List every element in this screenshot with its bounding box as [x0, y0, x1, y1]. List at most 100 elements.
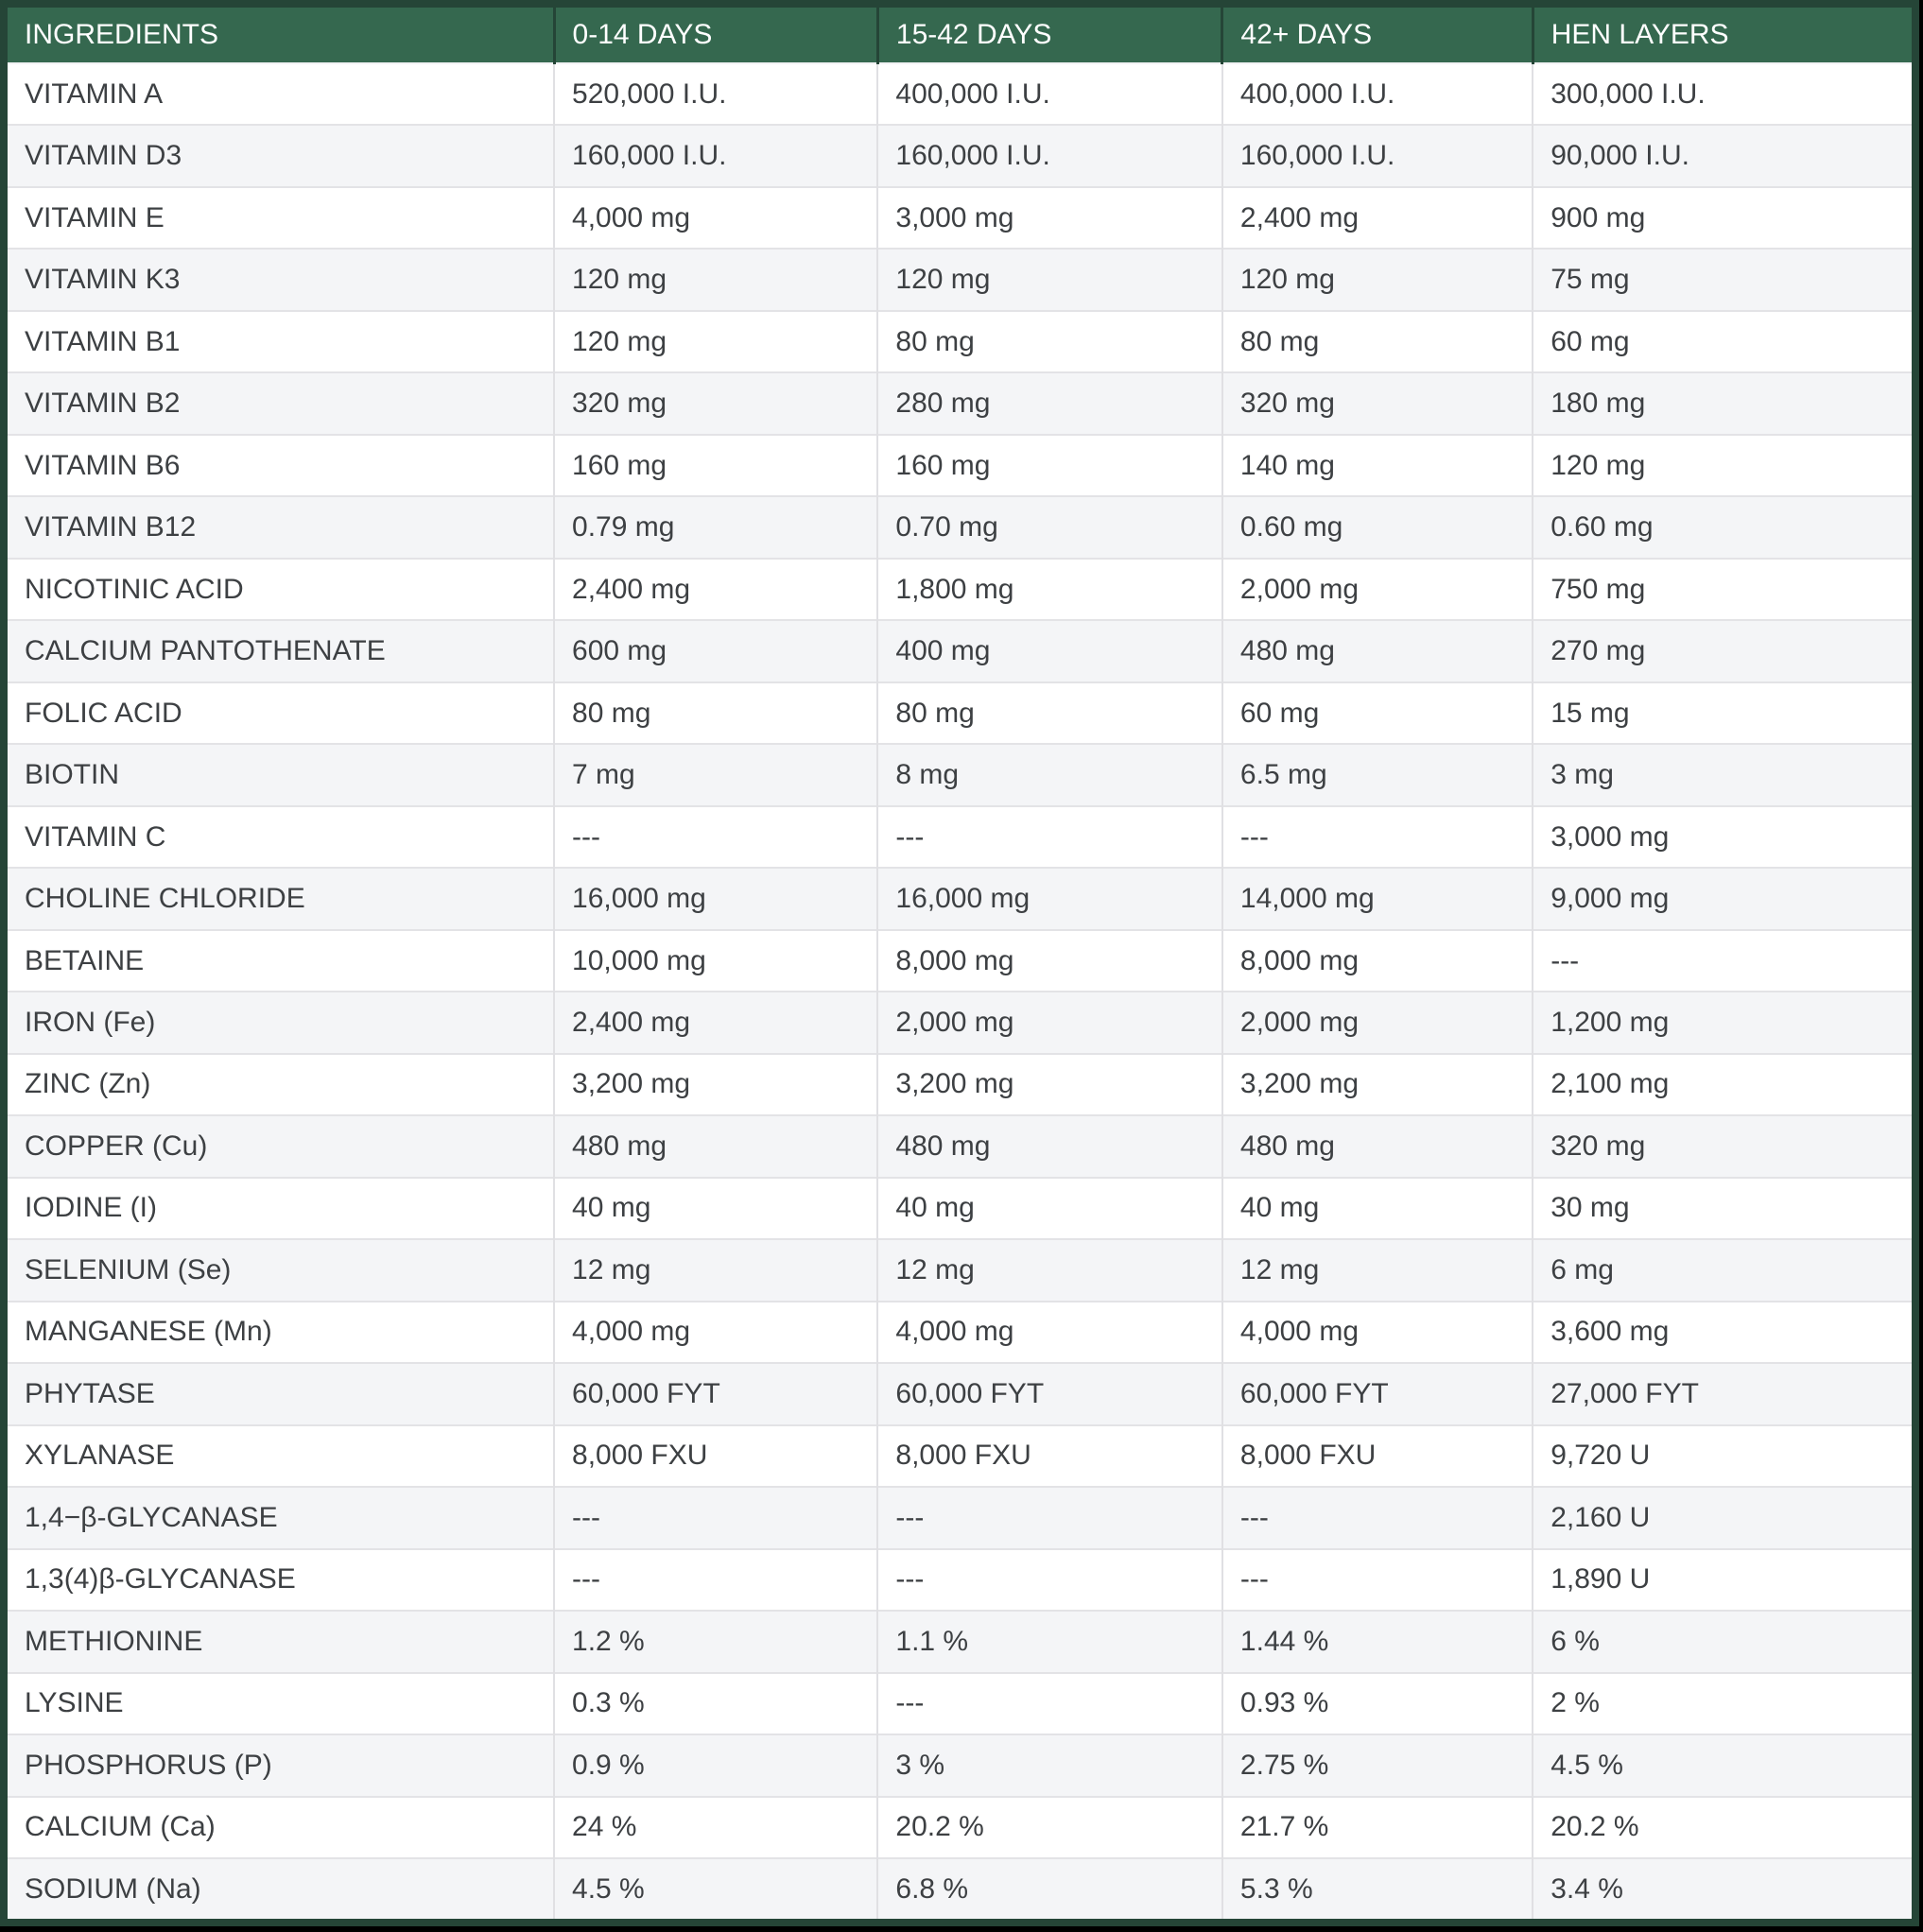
table-row: VITAMIN D3 160,000 I.U. 160,000 I.U. 160…: [8, 124, 1912, 187]
value-cell: 2,400 mg: [553, 557, 878, 621]
value-cell: 1,200 mg: [1532, 991, 1912, 1054]
value-cell: 75 mg: [1532, 248, 1912, 311]
table-row: METHIONINE 1.2 % 1.1 % 1.44 % 6 %: [8, 1610, 1912, 1673]
ingredient-cell: VITAMIN B1: [8, 309, 555, 373]
table-row: FOLIC ACID 80 mg 80 mg 60 mg 15 mg: [8, 681, 1912, 745]
value-cell: 8,000 mg: [1221, 928, 1533, 992]
ingredients-spec-table: INGREDIENTS 0-14 DAYS 15-42 DAYS 42+ DAY…: [8, 8, 1912, 1919]
value-cell: 480 mg: [1221, 1114, 1533, 1178]
value-cell: 5.3 %: [1221, 1857, 1533, 1919]
value-cell: 2 %: [1532, 1671, 1912, 1735]
table-row: LYSINE 0.3 % --- 0.93 % 2 %: [8, 1671, 1912, 1735]
table-row: CALCIUM (Ca) 24 % 20.2 % 21.7 % 20.2 %: [8, 1795, 1912, 1859]
value-cell: 60,000 FYT: [1221, 1362, 1533, 1425]
value-cell: 120 mg: [1532, 433, 1912, 497]
column-header-0-14-days: 0-14 DAYS: [552, 8, 878, 63]
ingredient-cell: COPPER (Cu): [8, 1114, 555, 1178]
value-cell: 40 mg: [1221, 1176, 1533, 1240]
value-cell: 320 mg: [553, 371, 878, 435]
value-cell: 1,890 U: [1532, 1547, 1912, 1612]
value-cell: ---: [1221, 1486, 1533, 1549]
value-cell: 80 mg: [876, 681, 1222, 745]
value-cell: ---: [553, 1486, 878, 1549]
value-cell: 1.2 %: [553, 1610, 878, 1673]
value-cell: ---: [876, 804, 1222, 869]
value-cell: 80 mg: [553, 681, 878, 745]
value-cell: 4,000 mg: [553, 1300, 878, 1364]
column-header-hen-layers: HEN LAYERS: [1531, 8, 1912, 63]
value-cell: 4,000 mg: [876, 1300, 1222, 1364]
value-cell: 9,720 U: [1532, 1423, 1912, 1488]
value-cell: 80 mg: [876, 309, 1222, 373]
value-cell: 320 mg: [1221, 371, 1533, 435]
value-cell: 3,000 mg: [1532, 804, 1912, 869]
value-cell: 280 mg: [876, 371, 1222, 435]
ingredient-cell: BIOTIN: [8, 743, 555, 806]
value-cell: 480 mg: [553, 1114, 878, 1178]
ingredient-cell: FOLIC ACID: [8, 681, 555, 745]
value-cell: 160,000 I.U.: [553, 124, 878, 187]
ingredient-cell: VITAMIN K3: [8, 248, 555, 311]
value-cell: 160,000 I.U.: [1221, 124, 1533, 187]
table-row: VITAMIN E 4,000 mg 3,000 mg 2,400 mg 900…: [8, 185, 1912, 250]
ingredient-cell: CHOLINE CHLORIDE: [8, 867, 555, 930]
value-cell: 0.93 %: [1221, 1671, 1533, 1735]
value-cell: 320 mg: [1532, 1114, 1912, 1178]
value-cell: 160 mg: [553, 433, 878, 497]
value-cell: 300,000 I.U.: [1532, 61, 1912, 126]
ingredient-cell: VITAMIN B6: [8, 433, 555, 497]
ingredient-cell: METHIONINE: [8, 1610, 555, 1673]
ingredient-cell: NICOTINIC ACID: [8, 557, 555, 621]
value-cell: 40 mg: [553, 1176, 878, 1240]
value-cell: 2,000 mg: [1221, 991, 1533, 1054]
value-cell: 120 mg: [553, 248, 878, 311]
value-cell: 21.7 %: [1221, 1795, 1533, 1859]
value-cell: 80 mg: [1221, 309, 1533, 373]
value-cell: 160 mg: [876, 433, 1222, 497]
value-cell: 140 mg: [1221, 433, 1533, 497]
value-cell: 0.79 mg: [553, 495, 878, 559]
value-cell: 6 %: [1532, 1610, 1912, 1673]
value-cell: ---: [553, 1547, 878, 1612]
table-row: 1,4−β-GLYCANASE --- --- --- 2,160 U: [8, 1486, 1912, 1549]
ingredient-cell: SODIUM (Na): [8, 1857, 555, 1919]
table-row: SELENIUM (Se) 12 mg 12 mg 12 mg 6 mg: [8, 1238, 1912, 1302]
header-row: INGREDIENTS 0-14 DAYS 15-42 DAYS 42+ DAY…: [8, 8, 1912, 63]
table-row: VITAMIN B1 120 mg 80 mg 80 mg 60 mg: [8, 309, 1912, 373]
table-row: CHOLINE CHLORIDE 16,000 mg 16,000 mg 14,…: [8, 867, 1912, 930]
value-cell: 3,000 mg: [876, 185, 1222, 250]
value-cell: 120 mg: [1221, 248, 1533, 311]
value-cell: 3.4 %: [1532, 1857, 1912, 1919]
value-cell: 0.60 mg: [1532, 495, 1912, 559]
value-cell: 180 mg: [1532, 371, 1912, 435]
value-cell: 3,200 mg: [553, 1052, 878, 1116]
value-cell: 900 mg: [1532, 185, 1912, 250]
value-cell: 8,000 FXU: [1221, 1423, 1533, 1488]
value-cell: 400,000 I.U.: [1221, 61, 1533, 126]
value-cell: 2,400 mg: [553, 991, 878, 1054]
value-cell: 7 mg: [553, 743, 878, 806]
value-cell: 60 mg: [1221, 681, 1533, 745]
value-cell: 1.1 %: [876, 1610, 1222, 1673]
table-row: 1,3(4)β-GLYCANASE --- --- --- 1,890 U: [8, 1547, 1912, 1612]
value-cell: 4,000 mg: [553, 185, 878, 250]
table-row: MANGANESE (Mn) 4,000 mg 4,000 mg 4,000 m…: [8, 1300, 1912, 1364]
value-cell: 12 mg: [1221, 1238, 1533, 1302]
table-row: IODINE (I) 40 mg 40 mg 40 mg 30 mg: [8, 1176, 1912, 1240]
ingredient-cell: 1,4−β-GLYCANASE: [8, 1486, 555, 1549]
ingredient-cell: PHOSPHORUS (P): [8, 1734, 555, 1797]
value-cell: 160,000 I.U.: [876, 124, 1222, 187]
value-cell: 3,200 mg: [1221, 1052, 1533, 1116]
value-cell: 60 mg: [1532, 309, 1912, 373]
ingredient-cell: SELENIUM (Se): [8, 1238, 555, 1302]
value-cell: 3 %: [876, 1734, 1222, 1797]
value-cell: ---: [553, 804, 878, 869]
table-row: SODIUM (Na) 4.5 % 6.8 % 5.3 % 3.4 %: [8, 1857, 1912, 1919]
value-cell: 6.5 mg: [1221, 743, 1533, 806]
value-cell: 12 mg: [553, 1238, 878, 1302]
value-cell: 3 mg: [1532, 743, 1912, 806]
value-cell: ---: [1221, 1547, 1533, 1612]
column-header-ingredients: INGREDIENTS: [8, 8, 555, 63]
value-cell: 4,000 mg: [1221, 1300, 1533, 1364]
